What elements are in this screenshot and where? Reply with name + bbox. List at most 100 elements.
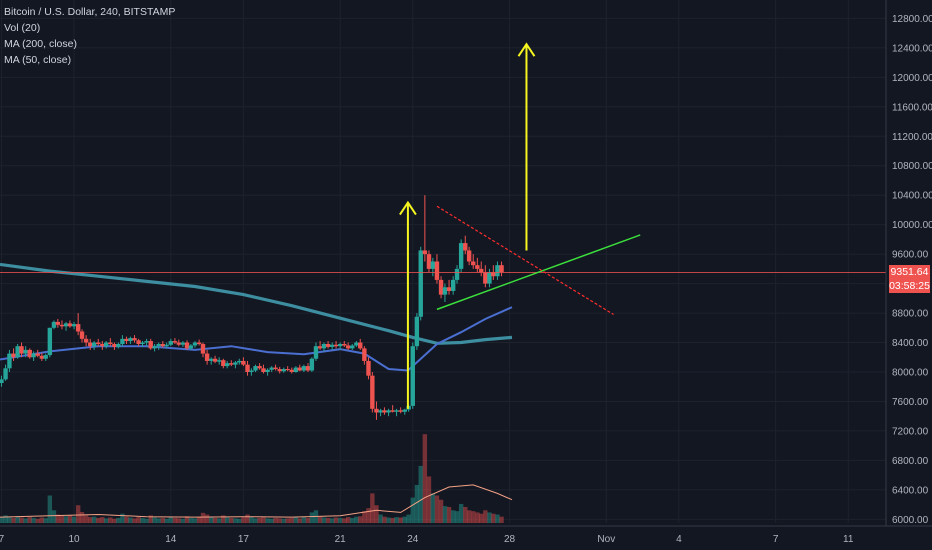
candle-body: [241, 360, 246, 365]
candle-body: [374, 408, 379, 413]
y-tick-label: 11600.00: [892, 102, 932, 113]
volume-bar: [475, 512, 480, 523]
candle-body: [333, 344, 339, 347]
volume-bar: [261, 517, 266, 523]
resistance-trendline: [436, 205, 614, 316]
volume-bar: [156, 518, 161, 523]
volume-bar: [386, 517, 391, 523]
volume-bars: [0, 434, 504, 523]
volume-bar: [51, 510, 57, 523]
volume-bar: [192, 518, 198, 523]
candle-body: [269, 367, 274, 370]
x-tick-label: 21: [335, 534, 347, 545]
candle-body: [120, 338, 125, 345]
candle-body: [495, 265, 500, 277]
candle-body: [313, 346, 319, 359]
y-tick-label: 7600.00: [892, 397, 929, 408]
x-tick-label: 4: [676, 534, 682, 545]
volume-bar: [136, 517, 141, 523]
volume-bar: [59, 515, 65, 523]
symbol-title[interactable]: Bitcoin / U.S. Dollar, 240, BITSTAMP: [4, 6, 176, 18]
volume-bar: [402, 516, 407, 523]
volume-bar: [329, 518, 335, 523]
candle-body: [229, 363, 234, 365]
volume-bar: [91, 516, 97, 523]
volume-bar: [172, 517, 178, 523]
candle-body: [168, 341, 174, 345]
volume-bar: [200, 512, 206, 523]
countdown-tag: 03:58:25: [889, 279, 930, 294]
y-tick-label: 12800.00: [892, 14, 932, 25]
candle-body: [321, 344, 327, 349]
candle-body: [221, 360, 226, 367]
candle-body: [100, 344, 105, 347]
volume-bar: [148, 515, 153, 523]
volume-bar: [446, 506, 452, 523]
support-trendline: [436, 234, 641, 311]
volume-bar: [463, 506, 468, 523]
volume-bar: [362, 511, 367, 523]
vol-indicator-label[interactable]: Vol (20): [4, 22, 41, 34]
volume-bar: [491, 513, 496, 523]
candle-body: [43, 355, 48, 359]
volume-bar: [112, 518, 117, 523]
volume-bar: [390, 517, 395, 523]
x-tick-label: 7: [0, 534, 5, 545]
indicator-lines: [0, 262, 513, 518]
candle-body: [285, 369, 290, 371]
volume-bar: [209, 517, 214, 523]
x-tick-label: 10: [68, 534, 80, 545]
candle-body: [382, 410, 387, 413]
x-tick-label: 11: [843, 534, 854, 545]
volume-bar: [63, 516, 69, 523]
volume-bar: [23, 518, 28, 523]
candle-body: [257, 366, 262, 369]
y-tick-label: 7200.00: [892, 426, 929, 437]
candle-body: [325, 344, 331, 347]
volume-bar: [487, 512, 492, 523]
candle-body: [418, 250, 423, 317]
candle-body: [253, 366, 258, 371]
volume-bar: [265, 518, 270, 523]
volume-bar: [221, 515, 226, 523]
candle-body: [414, 316, 420, 347]
candle-body: [63, 323, 69, 327]
volume-bar: [301, 517, 307, 523]
candle-body: [434, 261, 440, 280]
candle-body: [184, 342, 190, 349]
candle-body: [499, 265, 504, 273]
candle-body: [108, 342, 113, 345]
ma50-indicator-label[interactable]: MA (50, close): [4, 54, 72, 66]
candles: [0, 195, 504, 420]
candle-body: [293, 367, 299, 372]
candle-body: [362, 348, 367, 361]
candle-body: [277, 369, 282, 372]
ma200-indicator-label[interactable]: MA (200, close): [4, 38, 77, 50]
candle-body: [164, 344, 169, 347]
volume-bar: [273, 517, 278, 523]
volume-bar: [47, 495, 53, 523]
x-tick-label: 28: [504, 534, 516, 545]
candle-body: [483, 272, 488, 284]
volume-bar: [495, 514, 500, 523]
candle-body: [370, 375, 375, 409]
volume-bar: [370, 493, 375, 523]
candle-body: [463, 243, 468, 251]
volume-bar: [120, 513, 125, 523]
candle-body: [309, 358, 315, 371]
volume-bar: [249, 516, 254, 523]
volume-bar: [79, 512, 85, 523]
volume-bar: [414, 484, 420, 523]
y-tick-label: 12400.00: [892, 43, 932, 54]
candle-body: [450, 279, 456, 291]
volume-bar: [180, 518, 186, 523]
volume-bar: [321, 517, 327, 523]
volume-bar: [124, 516, 129, 523]
candle-body: [116, 344, 121, 347]
candle-body: [289, 369, 294, 372]
candle-body: [180, 342, 186, 345]
volume-bar: [108, 517, 113, 523]
volume-bar: [160, 517, 166, 523]
volume-bar: [176, 518, 181, 523]
